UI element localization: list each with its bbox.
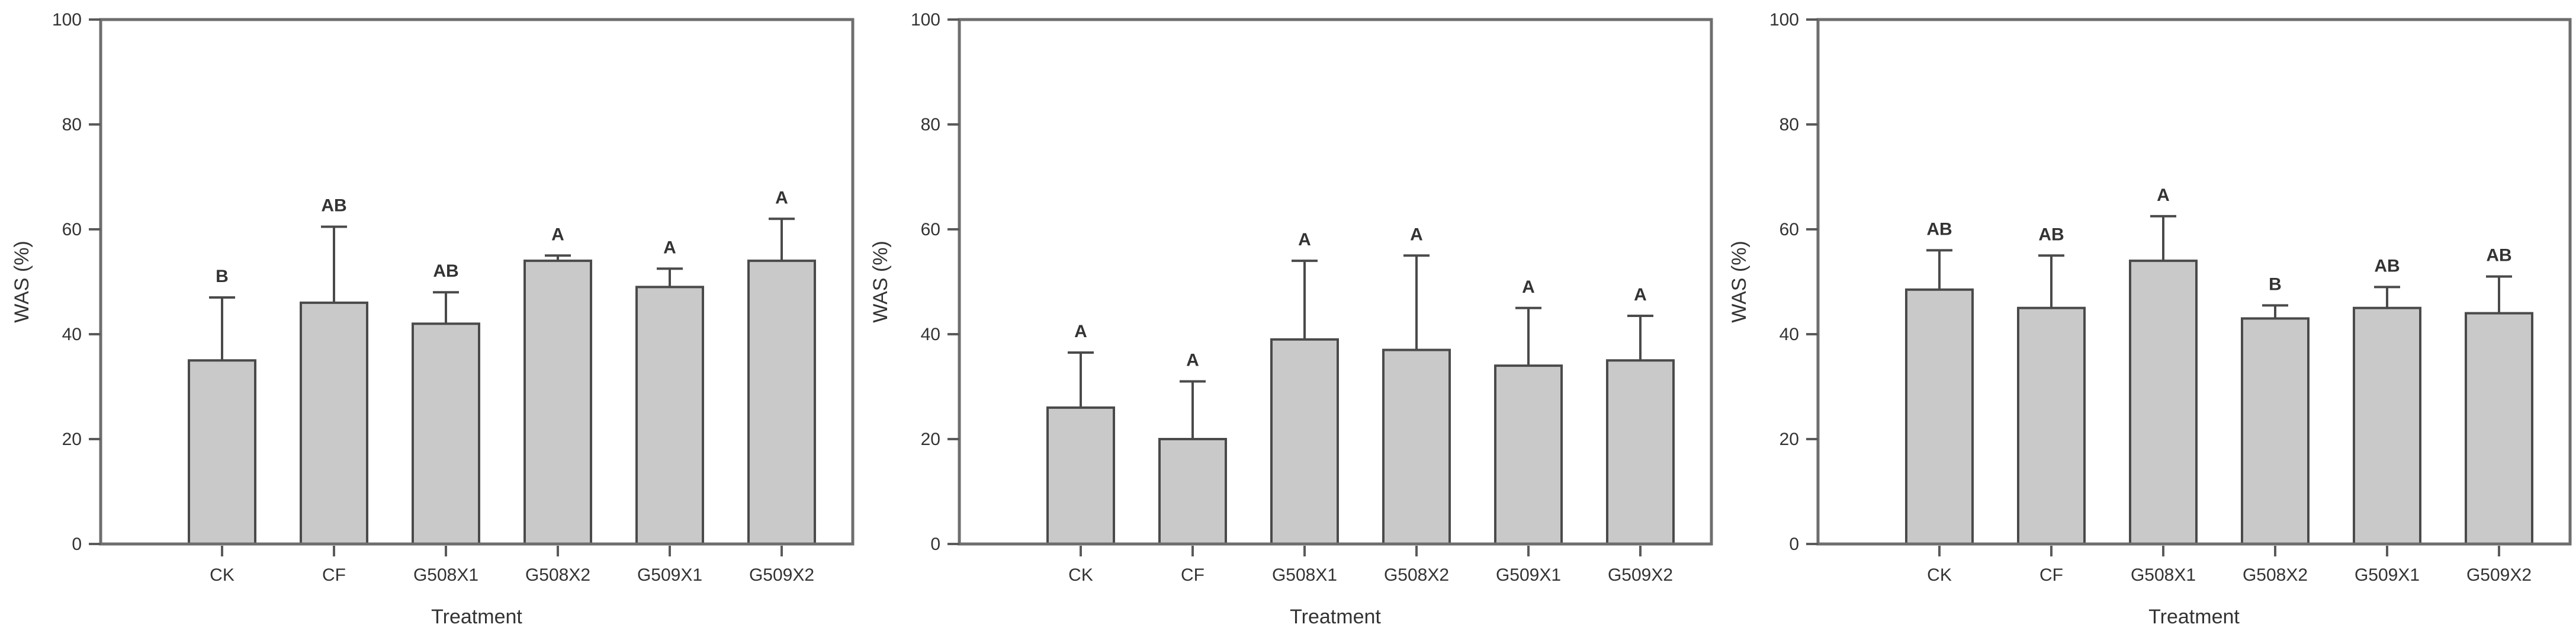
x-tick-label-G509X1: G509X1 <box>2355 565 2420 585</box>
sig-letter-CF: AB <box>2038 225 2064 244</box>
sig-letter-G509X2: AB <box>2486 246 2511 265</box>
y-tick-label-80: 80 <box>921 115 940 135</box>
sig-letter-G508X1: A <box>2157 185 2170 205</box>
sig-letter-G508X2: A <box>1410 225 1423 244</box>
x-tick-label-CK: CK <box>210 565 235 585</box>
sig-letter-G509X1: AB <box>2374 256 2400 276</box>
bar-G508X1 <box>412 322 480 545</box>
bar-G508X1 <box>1270 338 1339 545</box>
sig-letter-G509X1: A <box>663 238 676 257</box>
sig-letter-G509X1: A <box>1522 277 1535 297</box>
y-axis-label: WAS (%) <box>869 241 892 323</box>
bar-G509X2 <box>1606 359 1675 545</box>
y-tick-label-0: 0 <box>930 534 940 554</box>
y-tick-label-40: 40 <box>1780 325 1799 344</box>
x-tick-label-CK: CK <box>1927 565 1952 585</box>
x-tick-label-CF: CF <box>1181 565 1205 585</box>
x-tick-label-G508X2: G508X2 <box>525 565 590 585</box>
y-tick-label-0: 0 <box>72 534 82 554</box>
x-tick-label-G508X1: G508X1 <box>1272 565 1337 585</box>
was-bar-chart-panel-middle: A CK A CF A G508X1 A G508X2 A G509X1 A G509X2 0 20 40 6… <box>859 0 1717 637</box>
x-tick-label-G509X2: G509X2 <box>749 565 814 585</box>
was-bar-chart-panel-right: AB CK AB CF A G508X1 B G508X2 AB G509X1 AB G509X2 0 2… <box>1717 0 2576 637</box>
y-tick-label-100: 100 <box>911 10 940 30</box>
plot-box <box>1816 18 2572 546</box>
y-tick-label-60: 60 <box>62 220 82 239</box>
was-bar-chart-panel-left: B CK AB CF AB G508X1 A G508X2 A G509X1 A G509X2 0 20 4… <box>0 0 859 637</box>
sig-letter-G509X2: A <box>775 188 788 207</box>
x-tick-label-G509X1: G509X1 <box>637 565 702 585</box>
x-tick-label-CK: CK <box>1068 565 1093 585</box>
x-tick-label-G508X1: G508X1 <box>2131 565 2196 585</box>
x-tick-label-CF: CF <box>322 565 346 585</box>
plot-box <box>958 18 1713 546</box>
y-tick-label-60: 60 <box>921 220 940 239</box>
sig-letter-G509X2: A <box>1634 285 1647 305</box>
x-axis-label: Treatment <box>431 606 522 628</box>
y-tick-label-20: 20 <box>62 430 82 449</box>
sig-letter-CK: A <box>1074 322 1087 341</box>
bar-G509X1 <box>1494 364 1563 545</box>
x-tick-label-CF: CF <box>2039 565 2063 585</box>
bar-CF <box>2017 306 2086 545</box>
bar-G508X1 <box>2129 260 2198 545</box>
chart-svg-left: B CK AB CF AB G508X1 A G508X2 A G509X1 A G509X2 0 20 4… <box>11 10 855 628</box>
bar-CK <box>1046 406 1115 546</box>
sig-letter-G508X2: A <box>551 225 564 244</box>
bar-G509X2 <box>747 260 816 545</box>
x-tick-label-G509X1: G509X1 <box>1496 565 1561 585</box>
bar-CK <box>1905 288 1974 545</box>
sig-letter-CK: AB <box>1926 219 1952 239</box>
plot-box <box>99 18 855 546</box>
x-axis-label: Treatment <box>1290 606 1381 628</box>
x-tick-label-G508X1: G508X1 <box>413 565 478 585</box>
bar-G509X2 <box>2465 312 2533 545</box>
sig-letter-G508X1: AB <box>433 261 458 281</box>
bar-G508X2 <box>1382 348 1451 545</box>
x-tick-label-G509X2: G509X2 <box>1608 565 1673 585</box>
chart-svg-middle: A CK A CF A G508X1 A G508X2 A G509X1 A G509X2 0 20 40 6… <box>869 10 1713 628</box>
y-tick-label-80: 80 <box>1780 115 1799 135</box>
bar-G509X1 <box>2353 306 2421 545</box>
y-axis-label: WAS (%) <box>1728 241 1750 323</box>
bar-CF <box>300 301 368 545</box>
bar-CK <box>188 359 256 545</box>
sig-letter-G508X1: A <box>1298 230 1311 249</box>
y-tick-label-100: 100 <box>52 10 82 30</box>
y-tick-label-60: 60 <box>1780 220 1799 239</box>
sig-letter-CF: A <box>1186 351 1199 370</box>
y-tick-label-100: 100 <box>1769 10 1799 30</box>
sig-letter-G508X2: B <box>2269 274 2282 294</box>
y-tick-label-0: 0 <box>1789 534 1799 554</box>
y-tick-label-40: 40 <box>62 325 82 344</box>
x-axis-label: Treatment <box>2148 606 2240 628</box>
x-tick-label-G509X2: G509X2 <box>2466 565 2532 585</box>
x-tick-label-G508X2: G508X2 <box>1384 565 1449 585</box>
y-tick-label-40: 40 <box>921 325 940 344</box>
chart-svg-right: AB CK AB CF A G508X1 B G508X2 AB G509X1 AB G509X2 0 2… <box>1728 10 2572 628</box>
bar-CF <box>1158 438 1227 545</box>
y-tick-label-20: 20 <box>921 430 940 449</box>
bar-G509X1 <box>635 286 704 545</box>
bar-G508X2 <box>523 260 592 545</box>
sig-letter-CK: B <box>216 267 229 286</box>
x-tick-label-G508X2: G508X2 <box>2243 565 2308 585</box>
y-axis-label: WAS (%) <box>11 241 33 323</box>
sig-letter-CF: AB <box>321 196 346 216</box>
bar-G508X2 <box>2241 317 2310 545</box>
y-tick-label-20: 20 <box>1780 430 1799 449</box>
y-tick-label-80: 80 <box>62 115 82 135</box>
